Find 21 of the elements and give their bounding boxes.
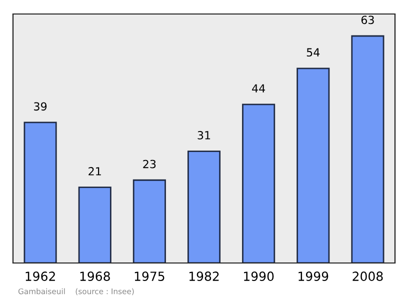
bar [24,122,57,263]
data-label: 39 [34,102,47,111]
data-label: 44 [252,84,266,92]
bar [242,104,276,263]
bar [187,150,221,263]
x-tick-label: 2008 [352,272,383,282]
x-tick-label: 1968 [80,272,110,282]
x-tick-label: 1962 [26,272,55,282]
x-tick-label: 1982 [189,272,219,282]
data-label: 23 [143,160,156,168]
data-label: 54 [306,48,320,57]
x-tick-label: 1990 [244,272,274,282]
bar [132,179,166,263]
x-tick-label: 1999 [298,272,328,282]
bar [296,68,330,263]
data-label: 63 [361,16,374,24]
bar [351,35,384,263]
bar [78,186,112,263]
x-tick-label: 1975 [134,272,164,282]
data-label: 31 [198,131,210,140]
data-label: 21 [88,167,101,176]
